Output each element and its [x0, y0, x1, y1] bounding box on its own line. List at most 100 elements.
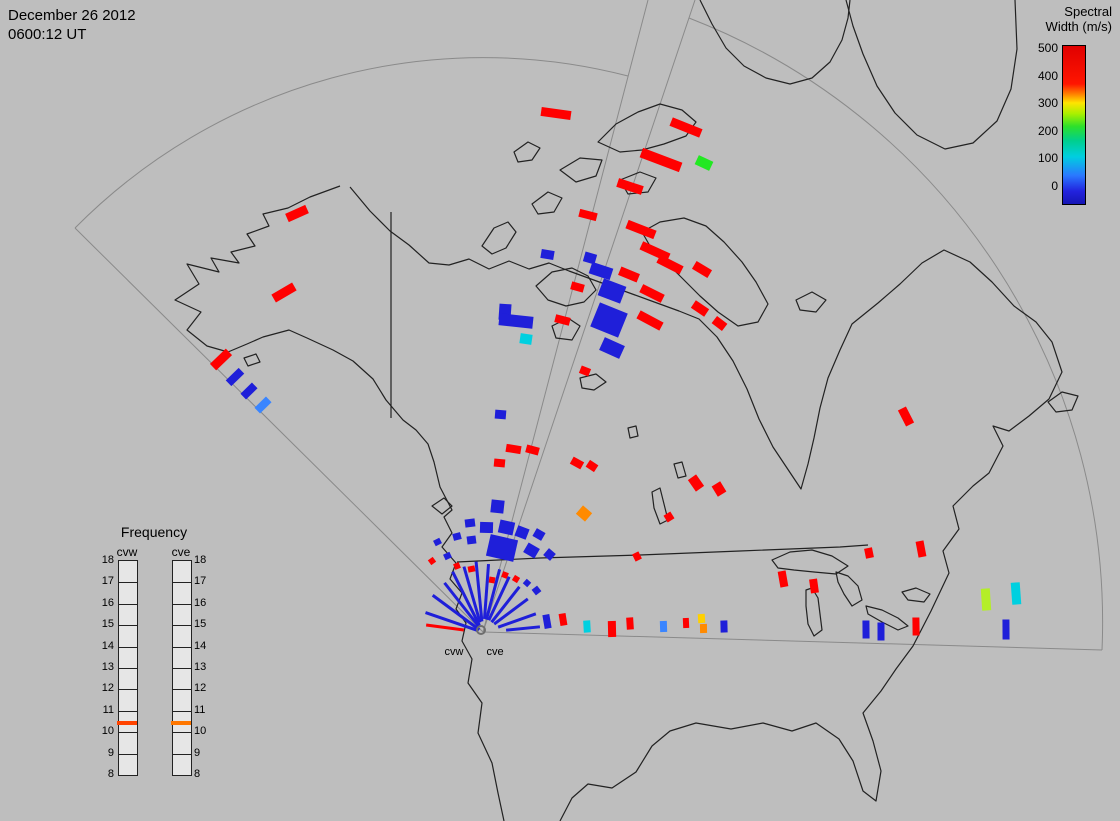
frequency-tick-label: 11	[194, 703, 206, 716]
data-tile	[240, 382, 258, 400]
data-tile	[432, 537, 442, 547]
frequency-cell-divider	[119, 603, 137, 605]
data-tile	[575, 504, 593, 522]
data-tile	[209, 348, 233, 370]
data-tile	[285, 204, 309, 222]
data-tile	[1002, 618, 1010, 640]
frequency-tick-label: 13	[101, 661, 114, 673]
data-tile	[569, 456, 585, 470]
data-tile	[442, 551, 452, 561]
frequency-cell-divider	[173, 625, 191, 627]
frequency-cell-divider	[173, 603, 191, 605]
data-tile	[254, 396, 272, 414]
data-tile	[479, 521, 493, 533]
frequency-marker	[171, 720, 191, 725]
frequency-tick-label: 17	[101, 575, 114, 588]
radar-beam-tile	[505, 624, 541, 632]
datetime-block: December 26 2012 0600:12 UT	[8, 6, 136, 44]
data-tile	[862, 619, 870, 639]
data-tile	[519, 333, 533, 345]
data-tile	[524, 444, 540, 456]
frequency-tick-label: 8	[194, 768, 201, 780]
data-tile	[271, 282, 297, 302]
data-tile	[639, 283, 665, 303]
data-tile	[897, 405, 915, 427]
frequency-tick-label: 12	[101, 682, 114, 695]
data-tile	[711, 315, 727, 331]
data-tile	[626, 616, 634, 630]
frequency-column-label: cve	[171, 545, 191, 559]
data-tile	[588, 261, 614, 281]
data-tile	[699, 623, 707, 633]
data-tile	[682, 617, 690, 629]
frequency-cell-divider	[173, 710, 191, 712]
frequency-tick-label: 15	[101, 618, 114, 631]
data-tile	[864, 547, 874, 559]
frequency-cell-divider	[173, 689, 191, 691]
frequency-legend: Frequency cvw 18 17 16 15 14 13 12 11 10 9 8 cve 18 17…	[88, 524, 220, 790]
frequency-tick-label: 10	[101, 725, 114, 738]
frequency-column-label: cvw	[116, 545, 138, 559]
data-tile	[720, 619, 728, 633]
data-tile	[687, 474, 705, 492]
data-tile	[590, 302, 628, 338]
frequency-cell-divider	[119, 710, 137, 712]
data-tile	[494, 409, 506, 419]
data-tile	[669, 116, 703, 138]
data-tile	[583, 619, 591, 633]
colorbar-title-line1: Spectral	[1064, 4, 1112, 19]
data-tile	[542, 547, 556, 561]
data-tile	[980, 587, 992, 611]
data-tile	[522, 578, 532, 588]
colorbar-tick-label: 400	[1037, 68, 1058, 83]
frequency-cell-divider	[119, 753, 137, 755]
data-tile	[464, 518, 476, 528]
frequency-cell-divider	[173, 732, 191, 734]
frequency-cell-divider	[173, 646, 191, 648]
data-tile	[597, 278, 627, 304]
data-tile	[532, 527, 546, 541]
colorbar-gradient	[1062, 45, 1086, 205]
data-tile	[809, 578, 819, 594]
frequency-tick-label: 8	[107, 768, 114, 780]
data-tile	[616, 177, 644, 195]
data-tile	[452, 531, 462, 541]
frequency-bar-cve	[172, 560, 192, 776]
data-tile	[639, 147, 683, 173]
data-tile	[632, 550, 642, 562]
data-tile	[599, 337, 625, 359]
data-tile	[466, 535, 476, 545]
data-tile	[663, 511, 675, 523]
data-tile	[578, 208, 598, 222]
data-tile	[542, 613, 552, 629]
data-tile	[636, 309, 664, 331]
data-tile	[514, 524, 530, 540]
data-tile	[504, 443, 522, 455]
frequency-cell-divider	[119, 582, 137, 584]
frequency-cell-divider	[173, 753, 191, 755]
data-tile	[489, 498, 505, 514]
colorbar-tick-label: 500	[1037, 41, 1058, 55]
frequency-cell-divider	[173, 668, 191, 669]
data-tile	[607, 620, 617, 638]
radar-site-marker	[476, 625, 486, 635]
data-tile	[694, 155, 714, 171]
data-tile	[578, 365, 592, 377]
data-tile	[625, 219, 657, 239]
frequency-legend-title: Frequency	[120, 524, 188, 540]
data-tile	[569, 281, 585, 293]
frequency-tick-label: 14	[194, 639, 207, 652]
frequency-tick-label: 15	[194, 618, 207, 631]
data-tile	[711, 481, 727, 497]
frequency-tick-label: 18	[101, 554, 114, 566]
data-tile	[1010, 581, 1022, 605]
data-tile	[531, 585, 541, 595]
data-tile	[485, 534, 519, 562]
frequency-tick-label: 11	[102, 703, 114, 716]
frequency-tick-label: 9	[107, 746, 114, 759]
data-tile	[618, 266, 640, 282]
data-tile	[877, 621, 885, 641]
data-tile	[522, 541, 540, 559]
colorbar-title-line2: Width (m/s)	[1045, 19, 1112, 34]
